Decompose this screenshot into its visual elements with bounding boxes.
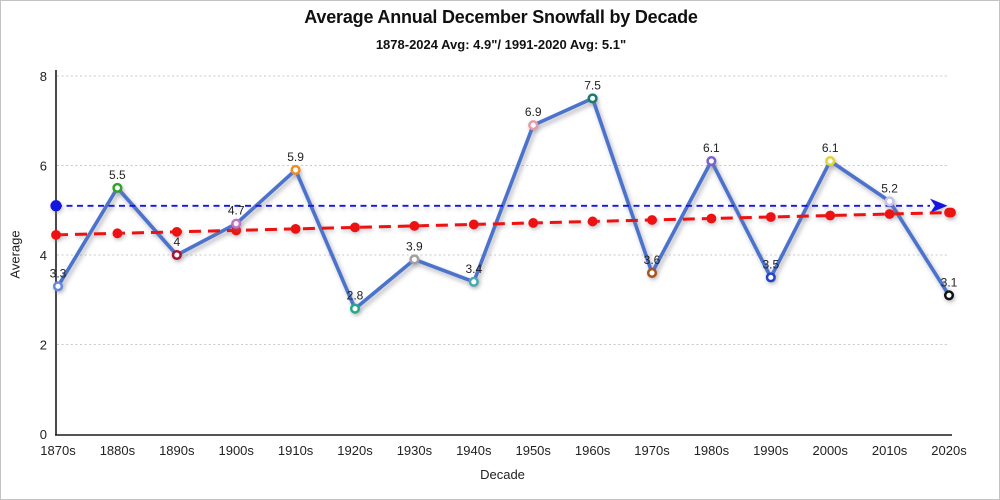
data-point-label: 3.6 bbox=[644, 253, 661, 267]
data-point-marker bbox=[765, 272, 776, 283]
data-point-marker bbox=[884, 196, 895, 207]
y-tick-label: 4 bbox=[40, 248, 47, 263]
x-tick-label: 1980s bbox=[694, 443, 730, 458]
data-point-label: 6.9 bbox=[525, 105, 542, 119]
data-point-label: 6.1 bbox=[822, 141, 839, 155]
x-tick-label: 1920s bbox=[337, 443, 373, 458]
data-point-marker bbox=[231, 218, 242, 229]
chart-subtitle: 1878-2024 Avg: 4.9"/ 1991-2020 Avg: 5.1" bbox=[375, 37, 627, 52]
chart-title: Average Annual December Snowfall by Deca… bbox=[304, 7, 698, 27]
x-axis-title: Decade bbox=[480, 467, 525, 482]
x-tick-label: 1970s bbox=[634, 443, 670, 458]
trend-dot bbox=[51, 229, 61, 240]
data-point-marker bbox=[171, 249, 182, 261]
x-tick-label: 1880s bbox=[100, 443, 136, 458]
trend-dot bbox=[884, 209, 895, 219]
x-tick-label: 1940s bbox=[456, 443, 492, 458]
trend-line bbox=[55, 210, 952, 237]
data-point-marker bbox=[825, 155, 836, 167]
data-point-label: 4 bbox=[173, 235, 180, 249]
x-tick-label: 1910s bbox=[278, 443, 314, 458]
data-point-label: 3.1 bbox=[941, 275, 958, 289]
data-point-label: 3.3 bbox=[50, 266, 67, 280]
trend-dot bbox=[587, 216, 598, 227]
x-tick-label: 1930s bbox=[397, 443, 433, 458]
data-point-marker bbox=[52, 281, 64, 292]
trend-dot bbox=[706, 213, 717, 224]
data-point-marker bbox=[290, 164, 301, 176]
data-point-label: 2.8 bbox=[347, 289, 364, 303]
data-point-marker bbox=[706, 155, 717, 167]
y-tick-label: 2 bbox=[40, 338, 47, 353]
trend-dot bbox=[290, 223, 301, 234]
x-tick-label: 2010s bbox=[872, 443, 908, 458]
data-point-marker bbox=[112, 182, 123, 193]
reference-line-arrowhead bbox=[930, 198, 948, 213]
data-point-marker bbox=[587, 93, 598, 104]
data-point-label: 5.2 bbox=[881, 181, 898, 195]
trend-dot bbox=[409, 221, 420, 231]
x-tick-label: 1900s bbox=[218, 443, 254, 458]
trend-dot bbox=[528, 218, 539, 228]
data-point-label: 4.7 bbox=[228, 204, 245, 218]
x-tick-label: 1870s bbox=[40, 443, 76, 458]
trend-dot bbox=[647, 215, 657, 225]
trend-dot bbox=[946, 207, 956, 218]
data-point-label: 5.9 bbox=[287, 150, 304, 164]
data-point-label: 6.1 bbox=[703, 141, 720, 155]
data-point-marker bbox=[943, 290, 955, 301]
trend-dot bbox=[171, 226, 182, 237]
data-point-label: 3.9 bbox=[406, 239, 423, 253]
y-tick-label: 8 bbox=[40, 69, 47, 84]
data-point-marker bbox=[646, 267, 658, 278]
data-point-label: 7.5 bbox=[584, 78, 601, 92]
trend-dot bbox=[468, 219, 479, 230]
x-tick-label: 1960s bbox=[575, 443, 611, 458]
snowfall-line bbox=[56, 96, 951, 311]
x-tick-label: 2020s bbox=[931, 443, 967, 458]
x-tick-label: 2000s bbox=[812, 443, 848, 458]
data-point-marker bbox=[468, 276, 479, 287]
trend-dot bbox=[825, 210, 836, 221]
x-tick-label: 1990s bbox=[753, 443, 789, 458]
data-point-label: 3.5 bbox=[762, 257, 779, 271]
data-point-label: 5.5 bbox=[109, 168, 126, 182]
data-point-marker bbox=[409, 254, 420, 265]
reference-line-start-dot bbox=[50, 200, 62, 212]
data-point-marker bbox=[349, 303, 361, 314]
x-tick-label: 1890s bbox=[159, 443, 195, 458]
x-tick-label: 1950s bbox=[515, 443, 551, 458]
data-point-marker bbox=[528, 120, 539, 131]
trend-dot bbox=[350, 222, 360, 233]
trend-dot bbox=[765, 212, 776, 222]
trend-dot bbox=[112, 228, 123, 239]
y-tick-label: 0 bbox=[40, 427, 47, 442]
y-tick-label: 6 bbox=[40, 159, 47, 174]
data-point-label: 3.4 bbox=[465, 262, 482, 276]
